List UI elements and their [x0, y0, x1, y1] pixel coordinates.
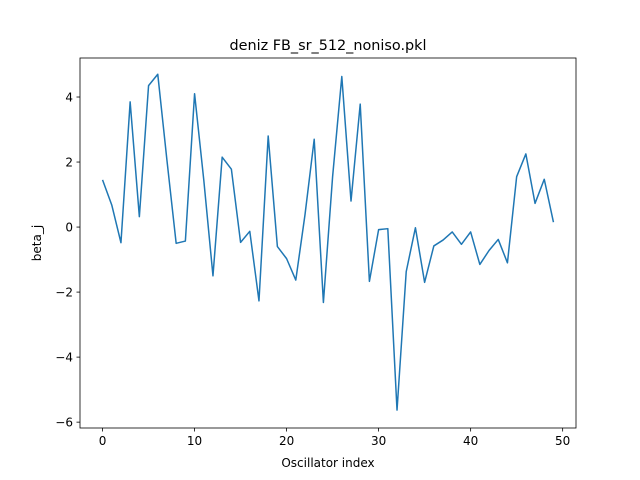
data-point [543, 178, 546, 181]
data-point [506, 261, 509, 264]
data-point [322, 301, 325, 304]
data-point [497, 238, 500, 241]
series-line [101, 73, 555, 411]
data-point [386, 227, 389, 230]
data-point [377, 228, 380, 231]
x-tick-label: 30 [371, 434, 386, 448]
data-point [451, 230, 454, 233]
x-tick-label: 10 [187, 434, 202, 448]
data-point [423, 281, 426, 284]
data-point [248, 230, 251, 233]
data-point [193, 92, 196, 95]
data-point [469, 230, 472, 233]
y-axis-title: beta_j [30, 225, 44, 261]
y-tick-label: 4 [65, 90, 73, 104]
x-tick-label: 50 [555, 434, 570, 448]
data-point [294, 279, 297, 282]
data-point [515, 175, 518, 178]
y-tick-label: 0 [65, 220, 73, 234]
y-tick-label: −6 [55, 415, 73, 429]
data-point [276, 245, 279, 248]
x-tick-label: 0 [99, 434, 107, 448]
data-point [414, 226, 417, 229]
plot-area [101, 73, 555, 412]
y-tick-label: −2 [55, 285, 73, 299]
data-point [368, 280, 371, 283]
data-point [460, 243, 463, 246]
y-tick-label: 2 [65, 155, 73, 169]
data-point [432, 244, 435, 247]
x-tick-label: 20 [279, 434, 294, 448]
data-point [303, 213, 306, 216]
data-point [534, 202, 537, 205]
data-point [524, 152, 527, 155]
data-point [239, 241, 242, 244]
x-axis: 0 10 20 30 40 50 [99, 428, 570, 448]
data-point [267, 135, 270, 138]
data-point [138, 215, 141, 218]
y-axis: −6 −4 −2 0 2 4 [55, 90, 80, 429]
data-point [110, 203, 113, 206]
data-point [478, 263, 481, 266]
data-point [202, 178, 205, 181]
data-point [211, 274, 214, 277]
data-point [313, 138, 316, 141]
data-point [552, 221, 555, 224]
data-point [396, 409, 399, 412]
data-point [129, 100, 132, 103]
data-point [442, 239, 445, 242]
data-point [221, 156, 224, 159]
data-point [175, 242, 178, 245]
data-point [156, 73, 159, 76]
data-point [257, 299, 260, 302]
data-point [350, 200, 353, 203]
data-point [285, 257, 288, 260]
axes-frame [79, 57, 577, 429]
data-point [119, 241, 122, 244]
data-point [230, 168, 233, 171]
data-point [359, 103, 362, 106]
data-point [101, 178, 104, 181]
data-point [405, 270, 408, 273]
data-point [488, 249, 491, 252]
data-point [340, 75, 343, 78]
y-tick-label: −4 [55, 350, 73, 364]
data-point [331, 175, 334, 178]
data-point [165, 159, 168, 162]
data-point [184, 240, 187, 243]
x-tick-label: 40 [463, 434, 478, 448]
data-point [147, 84, 150, 87]
chart-title: deniz FB_sr_512_noniso.pkl [230, 38, 427, 54]
x-axis-title: Oscillator index [281, 456, 374, 470]
